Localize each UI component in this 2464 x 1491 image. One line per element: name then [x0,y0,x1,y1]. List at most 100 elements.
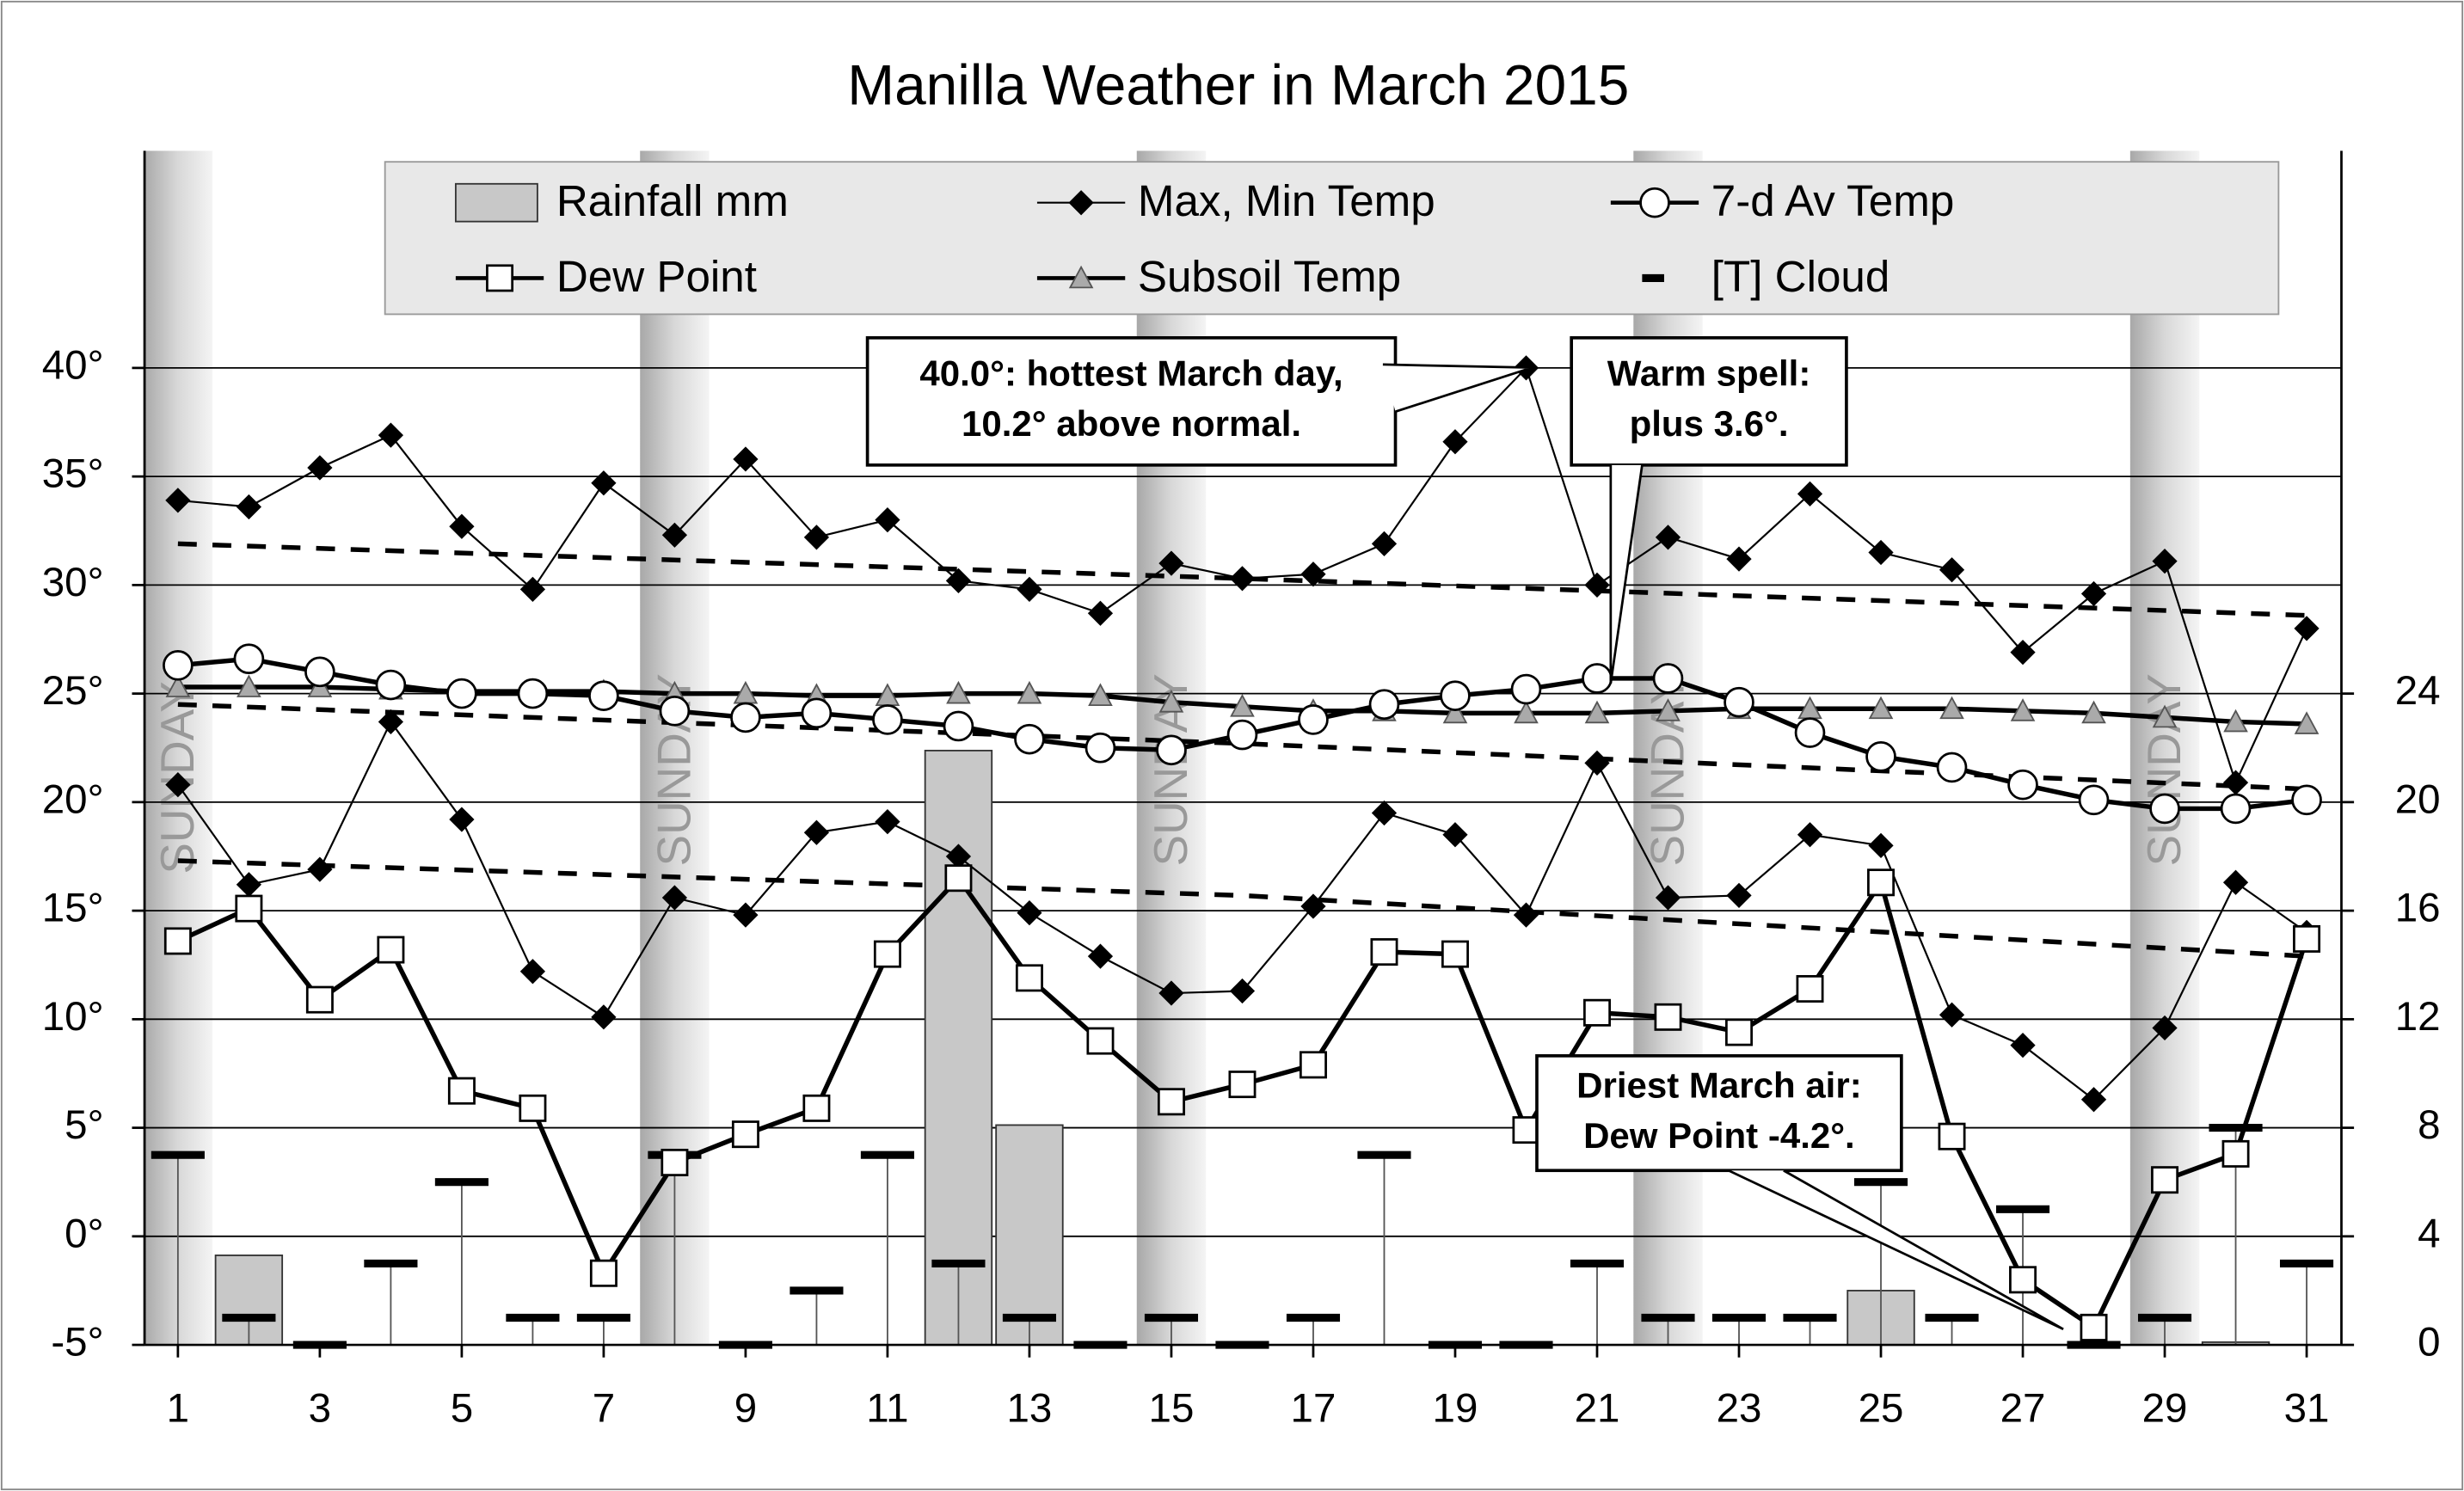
sunday-band [143,150,213,1346]
legend-label: Rainfall mm [556,176,789,225]
callout-pointer [1609,464,1644,684]
x-tick-label: 21 [1575,1385,1620,1431]
point [1156,734,1187,766]
point [375,669,407,701]
point [1442,822,1468,848]
x-tick-label: 9 [734,1385,757,1431]
point [2007,769,2038,801]
point [1512,1116,1540,1144]
x-tick-label: 5 [451,1385,473,1431]
legend-label: Subsoil Temp [1138,252,1401,301]
callout-pointer [1728,1169,2064,1331]
point [1796,975,1824,1003]
point [946,680,971,704]
point [1228,1071,1257,1099]
point [447,1077,476,1105]
point [1510,673,1542,705]
sunday-band [2129,150,2200,1346]
point [1298,704,1329,735]
point [801,697,833,729]
point [2294,711,2320,734]
x-tick-label: 1 [167,1385,189,1431]
point [1226,719,1258,751]
point [588,680,619,711]
point [1017,576,1042,603]
point [2152,704,2178,728]
legend-marker [1068,265,1094,289]
point [944,864,973,893]
point [1513,902,1539,928]
callout-box [1570,336,1848,467]
point [1725,1018,1753,1046]
y-tick-label: 5° [65,1102,103,1148]
point [1442,700,1468,724]
point [1371,800,1398,826]
point [1014,723,1045,755]
point [1582,663,1613,694]
point [1724,686,1754,718]
callout-text: Driest March air: [1576,1065,1862,1105]
callout-text: Warm spell: [1607,353,1811,394]
x-tick-label: 11 [866,1385,908,1431]
point [1442,429,1468,455]
y2-tick-label: 4 [2418,1211,2440,1256]
point [1086,1027,1115,1055]
normal-line [177,858,2307,959]
point [1655,885,1681,911]
point [1939,1002,1965,1028]
rain-bar [995,1124,1064,1346]
point [1939,696,1964,720]
point [1441,940,1469,968]
point [163,927,192,955]
point [945,844,972,869]
point [2010,1033,2036,1058]
point [1652,663,1684,694]
legend-marker [486,264,514,292]
point [1936,752,1968,783]
callout-pointer [1382,363,1533,414]
y-tick-label: 0° [65,1211,103,1256]
y-tick-label: 40° [42,342,104,388]
point [1654,1003,1682,1031]
point [1656,698,1681,721]
point [1370,938,1398,966]
x-tick-label: 3 [309,1385,331,1431]
point [1868,832,1894,858]
x-tick-label: 19 [1433,1385,1478,1431]
chart-title: Manilla Weather in March 2015 [847,53,1629,117]
point [377,936,405,964]
point [1867,868,1896,897]
point [943,710,974,742]
point [733,446,759,472]
y-tick-label: 10° [42,994,104,1040]
point [305,985,334,1014]
point [1230,694,1255,717]
y2-tick-label: 0 [2418,1320,2440,1365]
x-tick-label: 23 [1717,1385,1762,1431]
point [1584,572,1610,598]
legend-label: 7-d Av Temp [1711,176,1954,225]
point [237,674,261,697]
point [1368,689,1400,721]
point [1229,978,1256,1004]
point [1158,980,1184,1006]
legend-label: Dew Point [556,252,757,301]
y-tick-label: 25° [42,668,104,714]
normal-line [177,541,2307,618]
point [1158,690,1184,713]
x-tick-label: 27 [2000,1385,2046,1431]
point [803,525,830,550]
point [661,522,688,548]
point [1015,964,1043,992]
callout-text: 10.2° above normal. [962,403,1301,444]
x-tick-label: 25 [1859,1385,1904,1431]
y2-tick-label: 8 [2418,1102,2440,1148]
callout-box [1535,1054,1903,1173]
y-tick-label: 35° [42,451,104,497]
point [730,702,761,733]
point [875,507,900,533]
point [2080,1313,2108,1341]
point [236,494,262,520]
point [1865,741,1896,772]
